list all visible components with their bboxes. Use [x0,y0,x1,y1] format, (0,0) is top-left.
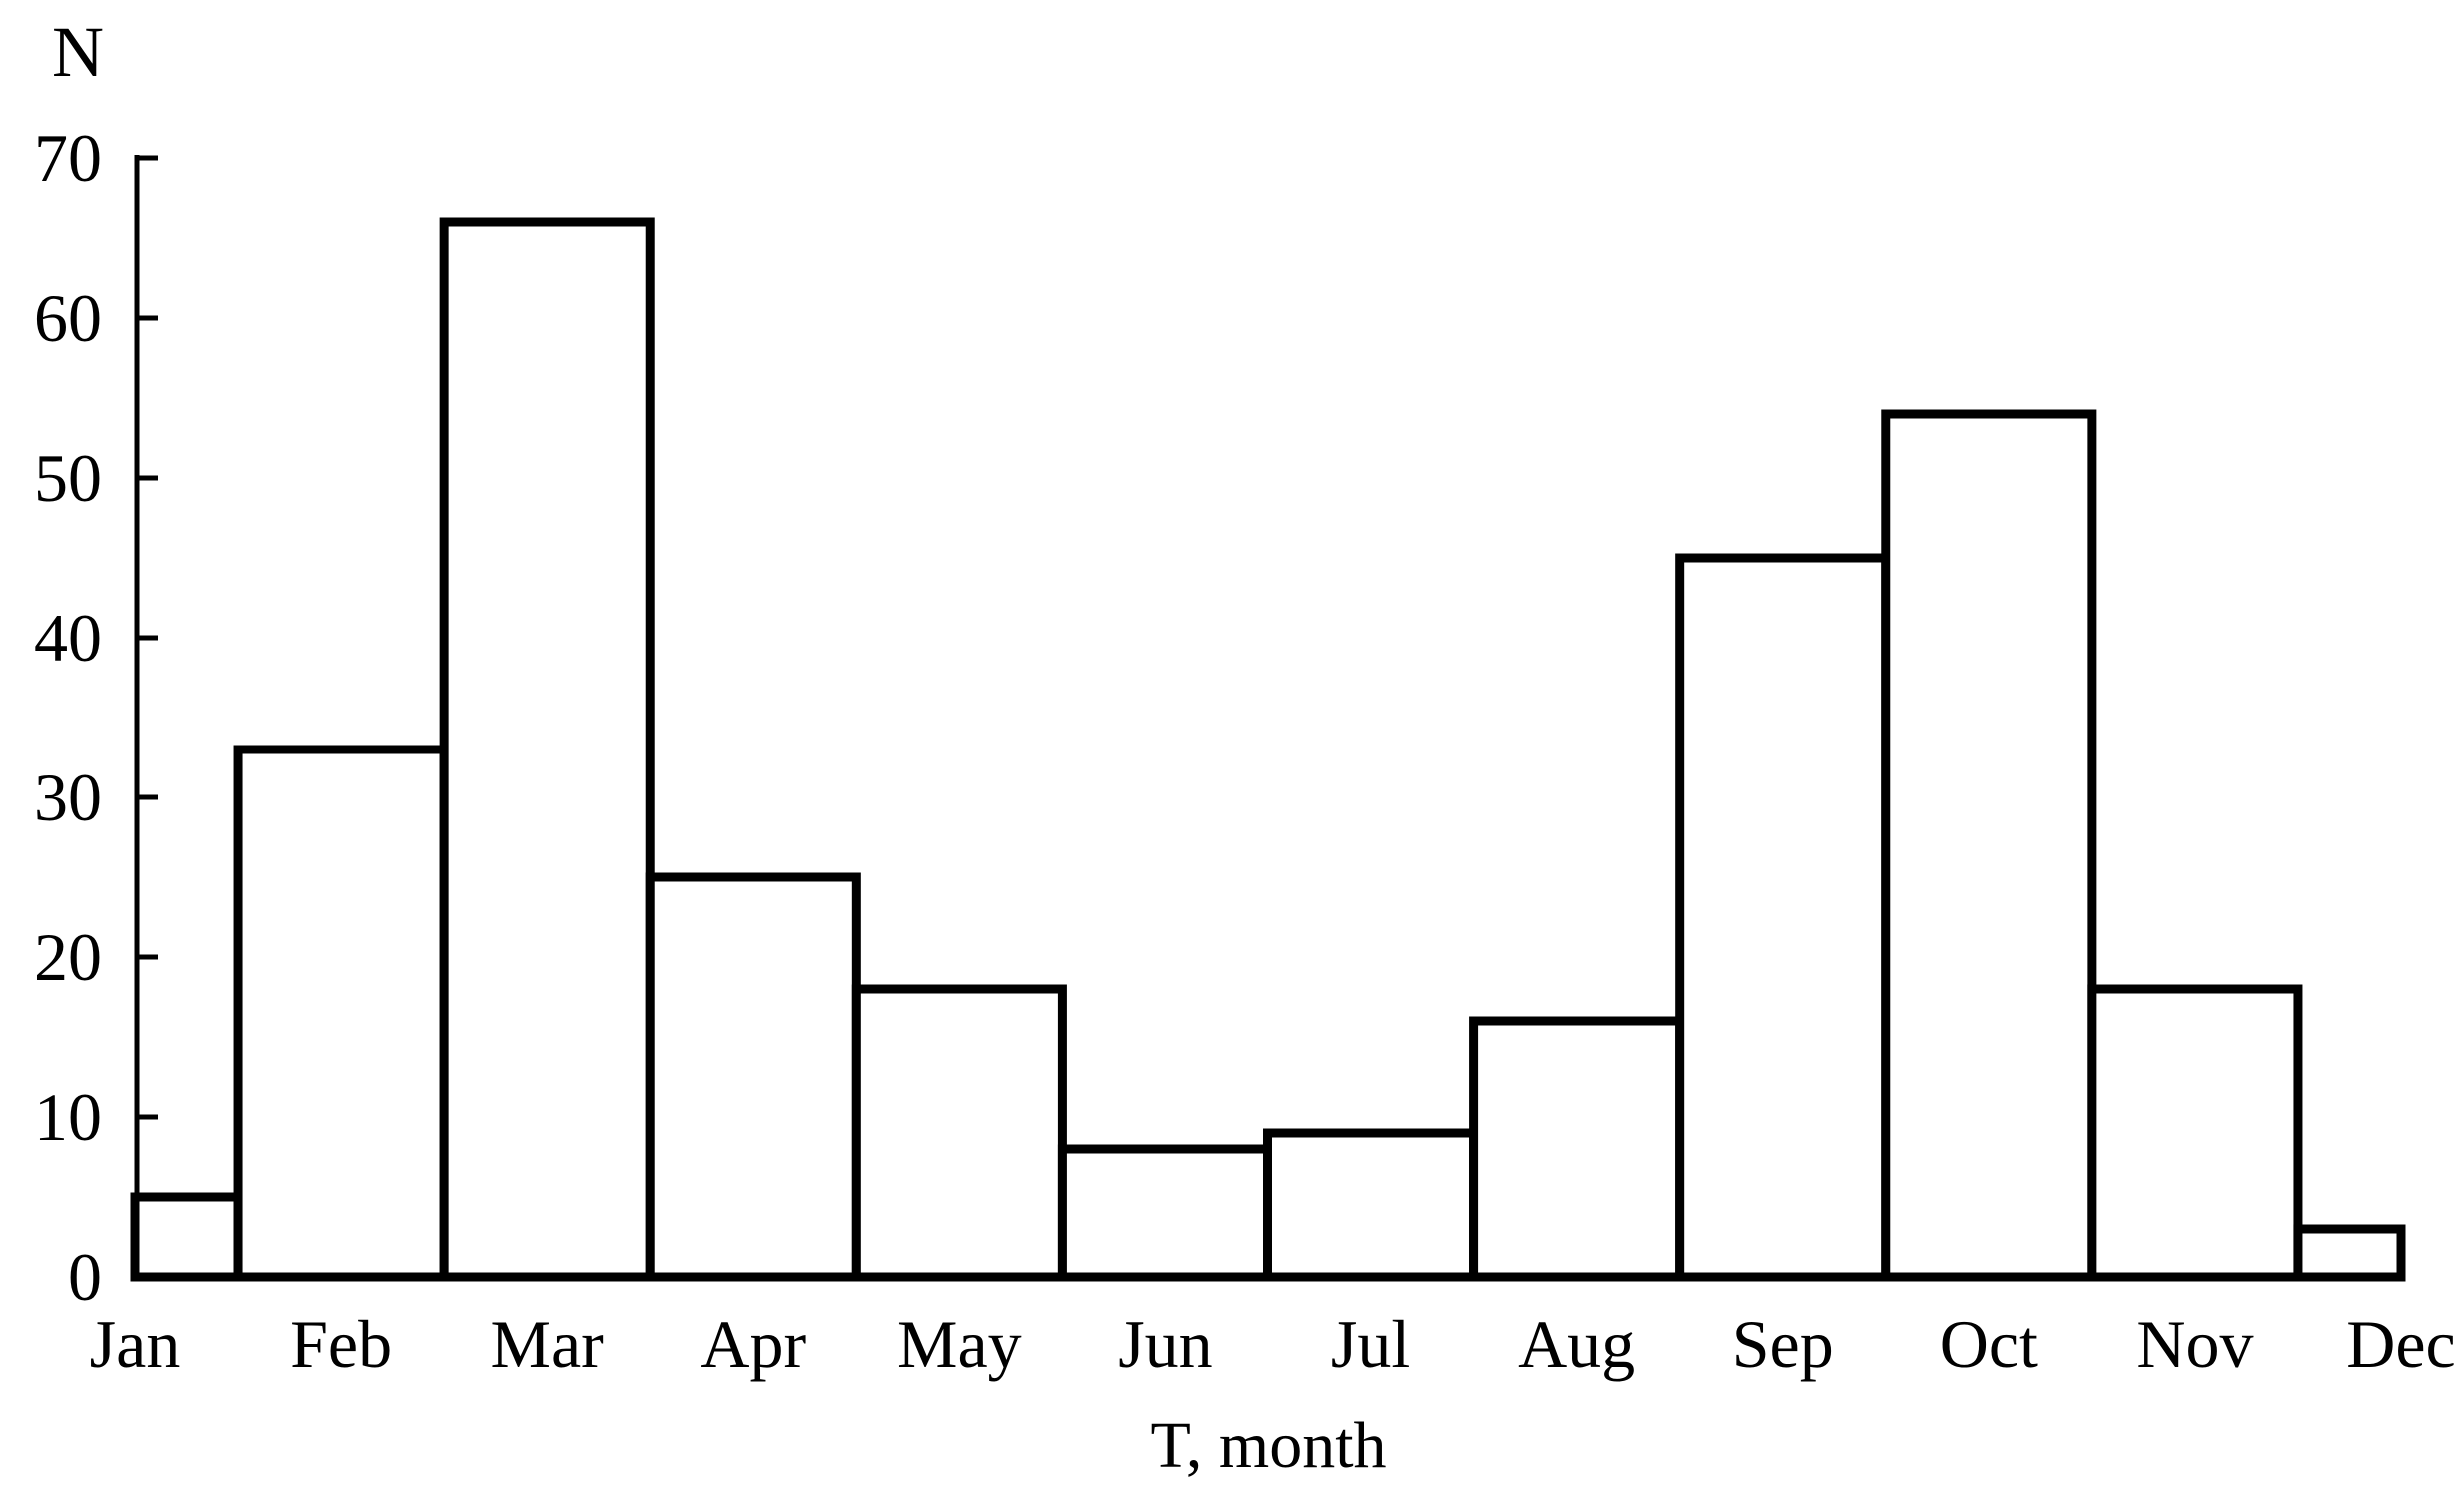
y-tick-label-70: 70 [34,120,102,196]
bar-sep [1675,553,1891,1282]
month-label-dec: Dec [2346,1306,2455,1382]
bar-oct [1881,409,2097,1282]
bar-feb [233,745,449,1282]
y-tick-label-0: 0 [68,1239,102,1315]
bar-jul [1263,1128,1479,1282]
bar-apr [645,872,861,1282]
y-tick-label-10: 10 [34,1079,102,1155]
x-axis-title: T, month [1150,1409,1386,1482]
y-axis-title: N [52,12,104,92]
y-tick-label-30: 30 [34,759,102,835]
bar-aug [1469,1016,1685,1282]
month-label-feb: Feb [290,1306,392,1382]
month-label-sep: Sep [1732,1306,1834,1382]
month-label-jun: Jun [1118,1306,1212,1382]
bar-may [851,984,1067,1282]
bar-jun [1057,1144,1272,1282]
month-label-jan: Jan [90,1306,181,1382]
month-label-aug: Aug [1518,1306,1635,1382]
month-label-may: May [897,1306,1022,1382]
bars-layer [130,217,2406,1282]
labels-layer: 0 10 20 30 40 50 60 70 Jan Feb Mar Apr May Jun Jul Aug S… [34,120,2456,1382]
y-tick-label-20: 20 [34,919,102,995]
bar-dec [2293,1224,2406,1282]
y-tick-label-50: 50 [34,440,102,516]
month-label-apr: Apr [700,1306,806,1382]
y-tick-label-40: 40 [34,600,102,676]
y-axis-ticks [137,155,158,1120]
month-label-oct: Oct [1940,1306,2038,1382]
bar-nov [2087,984,2303,1282]
y-tick-label-60: 60 [34,280,102,356]
month-label-mar: Mar [491,1306,605,1382]
bar-mar [439,217,655,1282]
bar-jan [130,1192,243,1282]
month-label-jul: Jul [1331,1306,1410,1382]
month-label-nov: Nov [2136,1306,2253,1382]
